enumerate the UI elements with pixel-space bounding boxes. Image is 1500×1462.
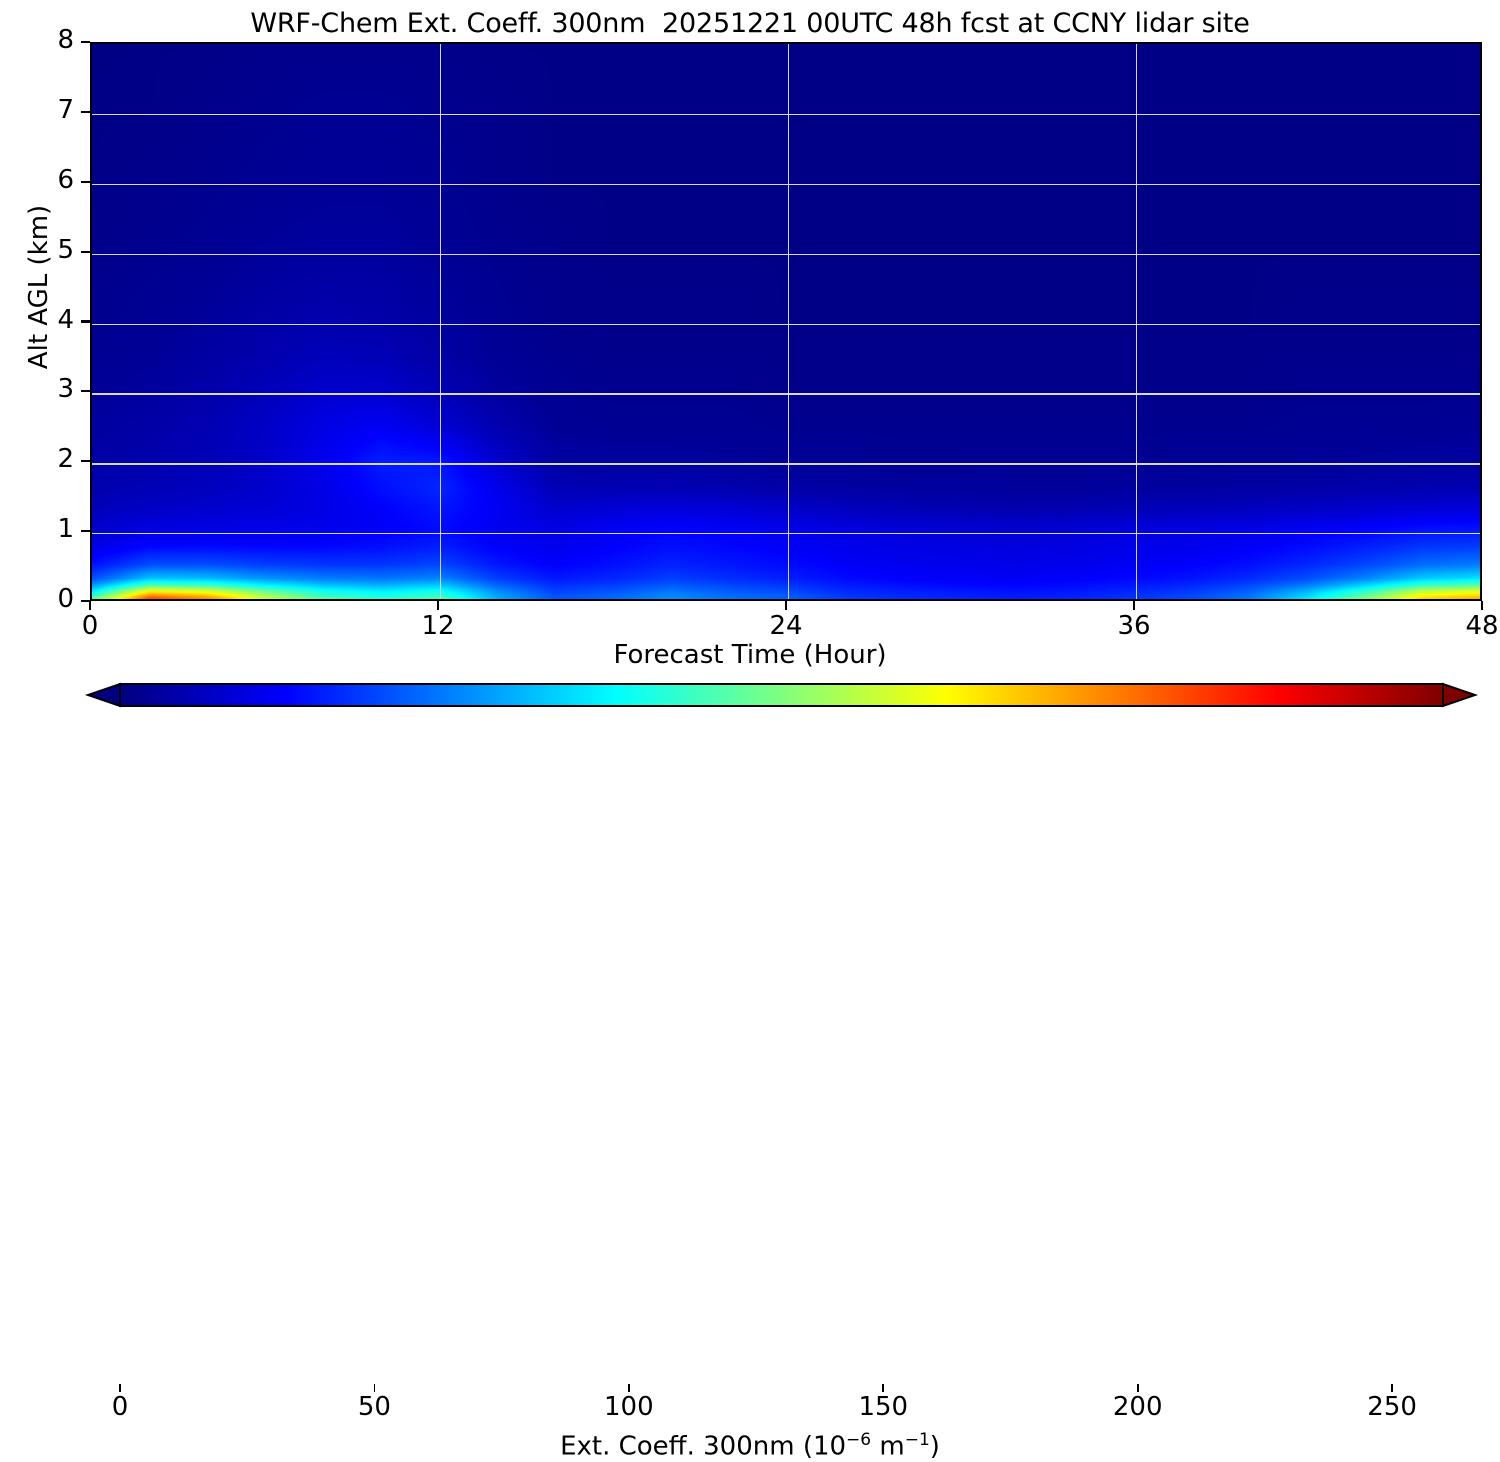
- colorbar-tick: [882, 1384, 885, 1392]
- y-tick: [81, 40, 90, 44]
- colorbar-tick-label: 50: [357, 1392, 391, 1422]
- colorbar-tick: [119, 1384, 121, 1392]
- colorbar-tick-label: 200: [1112, 1392, 1163, 1422]
- colorbar-swatch: [84, 682, 1479, 708]
- y-tick-label: 3: [57, 374, 74, 405]
- colorbar-extend-max-arrow: [1442, 682, 1479, 708]
- x-tick-label: 24: [769, 611, 803, 641]
- colorbar-tick-label: 250: [1367, 1392, 1417, 1422]
- y-tick: [81, 250, 90, 253]
- heatmap-axes: [90, 42, 1482, 601]
- chart-title: WRF-Chem Ext. Coeff. 300nm 20251221 00UT…: [250, 8, 1250, 39]
- colorbar-tick: [373, 1384, 376, 1392]
- y-tick-label: 4: [57, 304, 74, 335]
- figure-canvas: WRF-Chem Ext. Coeff. 300nm 20251221 00UT…: [0, 8, 1500, 1462]
- x-tick: [436, 601, 440, 610]
- colorbar: 0 50 100 150 200 250 Ext. Coeff. 300nm (10−6 …: [0, 678, 1500, 1462]
- colorbar-tick: [627, 1384, 630, 1392]
- y-tick: [81, 460, 90, 463]
- y-tick-label: 8: [57, 25, 74, 55]
- y-tick: [81, 390, 90, 393]
- x-tick: [88, 601, 92, 610]
- colorbar-tick: [1391, 1384, 1393, 1392]
- colorbar-gradient: [119, 683, 1444, 707]
- y-tick-label: 1: [57, 514, 74, 545]
- x-tick: [1480, 601, 1484, 610]
- x-axis-label: Forecast Time (Hour): [613, 640, 887, 670]
- colorbar-extend-min-arrow: [84, 682, 121, 708]
- y-tick: [81, 180, 90, 183]
- colorbar-tick-label: 100: [604, 1392, 654, 1422]
- y-tick-label: 7: [57, 94, 74, 125]
- heatmap-image: [92, 44, 1480, 599]
- y-tick: [81, 530, 90, 533]
- x-tick-label: 12: [421, 611, 455, 641]
- colorbar-tick: [1136, 1384, 1139, 1392]
- y-tick-label: 0: [57, 584, 74, 614]
- y-tick-label: 2: [57, 444, 74, 475]
- x-tick: [1132, 601, 1136, 610]
- colorbar-tick-label: 0: [111, 1392, 129, 1422]
- y-axis-label: Alt AGL (km): [24, 204, 54, 370]
- x-tick-label: 36: [1117, 611, 1151, 641]
- x-tick: [784, 601, 788, 610]
- colorbar-label: Ext. Coeff. 300nm (10−6 m−1): [560, 1430, 940, 1462]
- y-tick-label: 6: [57, 164, 74, 195]
- y-tick: [81, 110, 90, 113]
- y-tick: [81, 320, 90, 323]
- y-tick-label: 5: [57, 234, 74, 265]
- colorbar-tick-label: 150: [858, 1392, 909, 1422]
- y-tick: [81, 599, 90, 603]
- x-tick-label: 0: [81, 611, 99, 641]
- x-tick-label: 48: [1465, 611, 1499, 641]
